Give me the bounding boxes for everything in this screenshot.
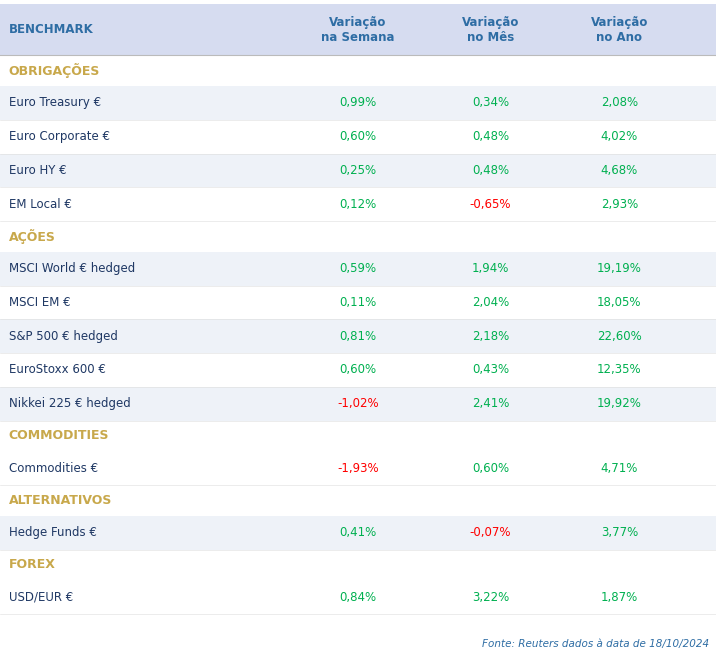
Text: 0,48%: 0,48% (472, 130, 509, 143)
Text: 1,87%: 1,87% (601, 591, 638, 604)
Text: AÇÕES: AÇÕES (9, 229, 55, 244)
Bar (0, 4, 716, 55)
Bar (0, 580, 716, 614)
Bar (0, 485, 716, 516)
Bar (0, 153, 716, 187)
Bar (0, 353, 716, 387)
Text: Variação
no Mês: Variação no Mês (462, 16, 519, 44)
Text: USD/EUR €: USD/EUR € (9, 591, 73, 604)
Text: 0,41%: 0,41% (339, 526, 377, 539)
Bar (0, 387, 716, 421)
Text: 4,68%: 4,68% (601, 164, 638, 177)
Text: -1,02%: -1,02% (337, 397, 379, 410)
Text: MSCI World € hedged: MSCI World € hedged (9, 262, 135, 275)
Text: 4,02%: 4,02% (601, 130, 638, 143)
Text: 0,59%: 0,59% (339, 262, 377, 275)
Text: Variação
na Semana: Variação na Semana (321, 16, 395, 44)
Text: 3,22%: 3,22% (472, 591, 509, 604)
Text: 0,34%: 0,34% (472, 96, 509, 109)
Text: Commodities €: Commodities € (9, 462, 97, 475)
Text: 0,48%: 0,48% (472, 164, 509, 177)
Text: 0,60%: 0,60% (472, 462, 509, 475)
Text: 22,60%: 22,60% (597, 329, 642, 343)
Bar (0, 187, 716, 221)
Text: ALTERNATIVOS: ALTERNATIVOS (9, 494, 112, 507)
Text: 2,41%: 2,41% (472, 397, 509, 410)
Text: 3,77%: 3,77% (601, 526, 638, 539)
Text: 0,81%: 0,81% (339, 329, 377, 343)
Text: Variação
no Ano: Variação no Ano (591, 16, 648, 44)
Text: -0,65%: -0,65% (470, 198, 511, 211)
Text: FOREX: FOREX (9, 559, 55, 571)
Text: EM Local €: EM Local € (9, 198, 72, 211)
Bar (0, 286, 716, 319)
Text: 0,43%: 0,43% (472, 364, 509, 377)
Text: 4,71%: 4,71% (601, 462, 638, 475)
Text: EuroStoxx 600 €: EuroStoxx 600 € (9, 364, 105, 377)
Text: Euro HY €: Euro HY € (9, 164, 66, 177)
Text: 0,84%: 0,84% (339, 591, 377, 604)
Text: 1,94%: 1,94% (472, 262, 509, 275)
Bar (0, 320, 716, 353)
Bar (0, 550, 716, 580)
Text: 2,04%: 2,04% (472, 296, 509, 309)
Text: OBRIGAÇÕES: OBRIGAÇÕES (9, 63, 100, 78)
Text: Hedge Funds €: Hedge Funds € (9, 526, 97, 539)
Bar (0, 516, 716, 550)
Bar (0, 421, 716, 451)
Text: 19,19%: 19,19% (597, 262, 642, 275)
Bar (0, 221, 716, 252)
Bar (0, 451, 716, 485)
Text: Euro Treasury €: Euro Treasury € (9, 96, 101, 109)
Bar (0, 86, 716, 120)
Bar (0, 55, 716, 86)
Text: 0,11%: 0,11% (339, 296, 377, 309)
Text: 12,35%: 12,35% (597, 364, 642, 377)
Text: 0,60%: 0,60% (339, 130, 377, 143)
Text: 0,99%: 0,99% (339, 96, 377, 109)
Text: COMMODITIES: COMMODITIES (9, 430, 109, 443)
Text: 2,08%: 2,08% (601, 96, 638, 109)
Bar (0, 120, 716, 153)
Text: BENCHMARK: BENCHMARK (9, 23, 93, 36)
Text: MSCI EM €: MSCI EM € (9, 296, 70, 309)
Text: 19,92%: 19,92% (597, 397, 642, 410)
Text: S&P 500 € hedged: S&P 500 € hedged (9, 329, 117, 343)
Text: 0,25%: 0,25% (339, 164, 377, 177)
Text: -0,07%: -0,07% (470, 526, 511, 539)
Text: 2,18%: 2,18% (472, 329, 509, 343)
Text: Fonte: Reuters dados à data de 18/10/2024: Fonte: Reuters dados à data de 18/10/202… (482, 639, 709, 649)
Text: 2,93%: 2,93% (601, 198, 638, 211)
Bar (0, 252, 716, 286)
Text: 18,05%: 18,05% (597, 296, 642, 309)
Text: Euro Corporate €: Euro Corporate € (9, 130, 110, 143)
Text: Nikkei 225 € hedged: Nikkei 225 € hedged (9, 397, 130, 410)
Text: 0,12%: 0,12% (339, 198, 377, 211)
Text: -1,93%: -1,93% (337, 462, 379, 475)
Text: 0,60%: 0,60% (339, 364, 377, 377)
